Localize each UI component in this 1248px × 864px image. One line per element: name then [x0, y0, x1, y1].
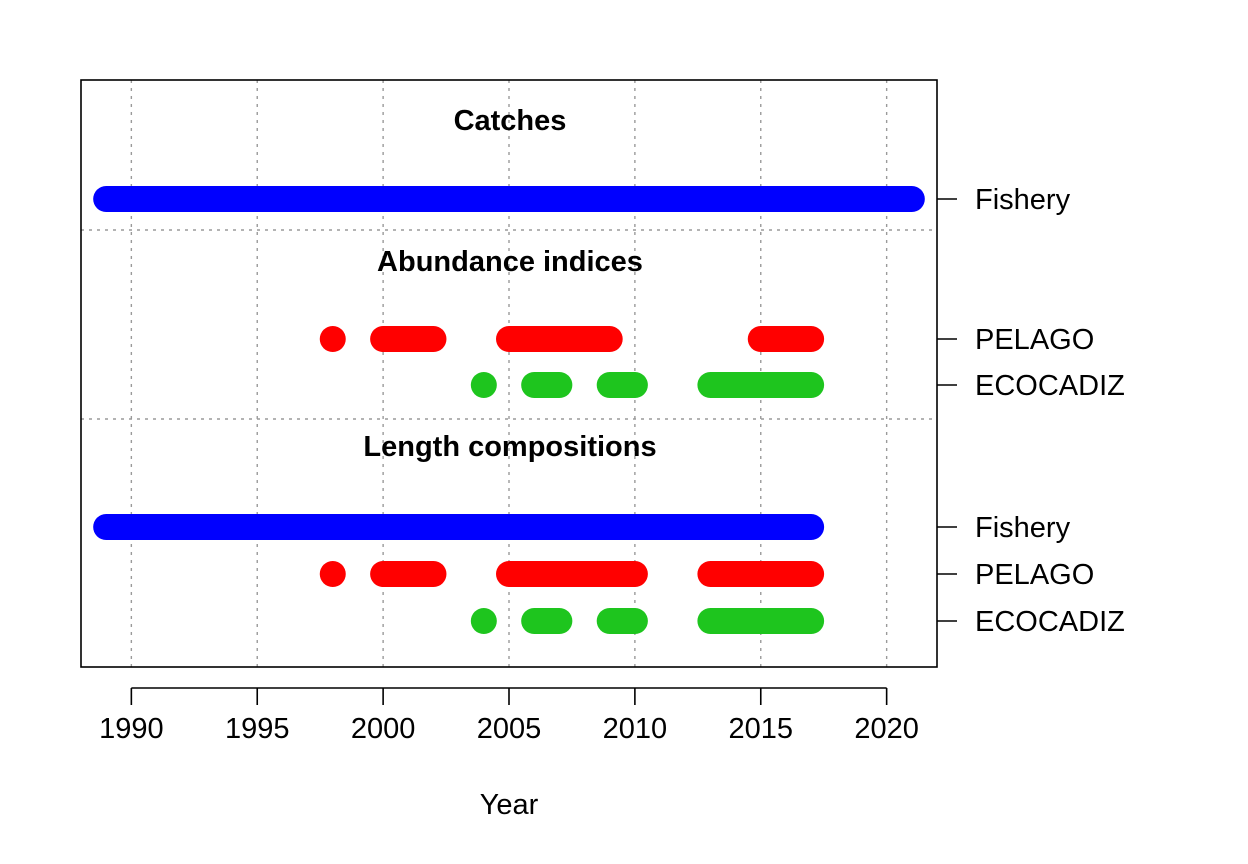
x-axis-label: Year — [480, 789, 539, 821]
right-axis-label: Fishery — [975, 512, 1071, 544]
x-tick-label: 2005 — [477, 713, 542, 745]
x-tick-label: 1990 — [99, 713, 164, 745]
x-tick-label: 2010 — [603, 713, 668, 745]
right-axis-label: ECOCADIZ — [975, 370, 1125, 402]
section-dividers — [81, 229, 937, 420]
right-axis-label: PELAGO — [975, 559, 1094, 591]
plot-frame — [80, 79, 938, 668]
x-tick-label: 2015 — [729, 713, 794, 745]
section-titles: Catches Abundance indices Length compositi… — [363, 105, 656, 463]
data-segments — [93, 186, 925, 634]
section-title: Abundance indices — [377, 246, 643, 278]
x-tick-label: 2020 — [854, 713, 919, 745]
section-title: Catches — [454, 105, 567, 137]
section-title: Length compositions — [363, 431, 656, 463]
right-axis: Fishery PELAGO ECOCADIZ Fishery PELAGO ECOCAD… — [937, 184, 1125, 638]
x-tick-label: 2000 — [351, 713, 416, 745]
right-axis-label: PELAGO — [975, 324, 1094, 356]
right-axis-label: Fishery — [975, 184, 1071, 216]
x-axis: 1990 1995 2000 2005 2010 2015 2020 — [99, 687, 919, 745]
right-axis-label: ECOCADIZ — [975, 606, 1125, 638]
x-tick-label: 1995 — [225, 713, 290, 745]
